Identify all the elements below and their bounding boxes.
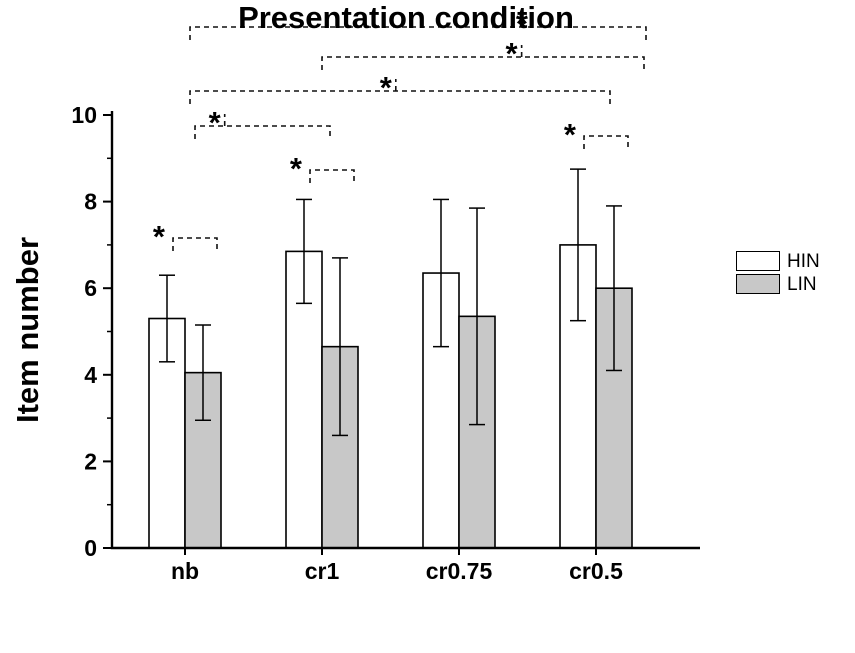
significance-star: * [506,36,519,71]
y-tick-label: 10 [71,102,97,128]
significance-bracket-cr0.5 [583,135,629,149]
x-axis-title: Presentation condition [238,0,574,35]
significance-star: * [209,105,222,140]
legend-label-lin: LIN [787,273,817,295]
y-tick-label: 2 [84,448,97,474]
y-axis-title: Item number [10,236,45,424]
y-tick-label: 0 [84,535,97,561]
significance-bracket-cr1 [309,169,355,183]
y-tick-label: 4 [84,362,97,388]
significance-bracket-nb [172,237,218,251]
significance-star: * [516,6,529,41]
x-tick-label: nb [171,558,199,584]
x-tick-label: cr0.75 [426,558,493,584]
x-tick-label: cr0.5 [569,558,623,584]
significance-bracket-nb-cr0.5 [189,90,611,104]
significance-star: * [290,151,303,186]
significance-star: * [153,219,166,254]
legend: HIN LIN [736,251,820,297]
legend-swatch-lin [736,274,780,294]
legend-item-lin: LIN [736,274,820,294]
significance-star: * [380,70,393,105]
legend-item-hin: HIN [736,251,820,271]
y-tick-label: 8 [84,189,97,215]
legend-swatch-hin [736,251,780,271]
significance-bracket-nb-cr1 [194,125,331,139]
significance-star: * [564,117,577,152]
x-tick-label: cr1 [305,558,340,584]
legend-label-hin: HIN [787,250,820,272]
significance-bracket-cr1-cr0.5 [321,56,645,70]
y-tick-label: 6 [84,275,97,301]
